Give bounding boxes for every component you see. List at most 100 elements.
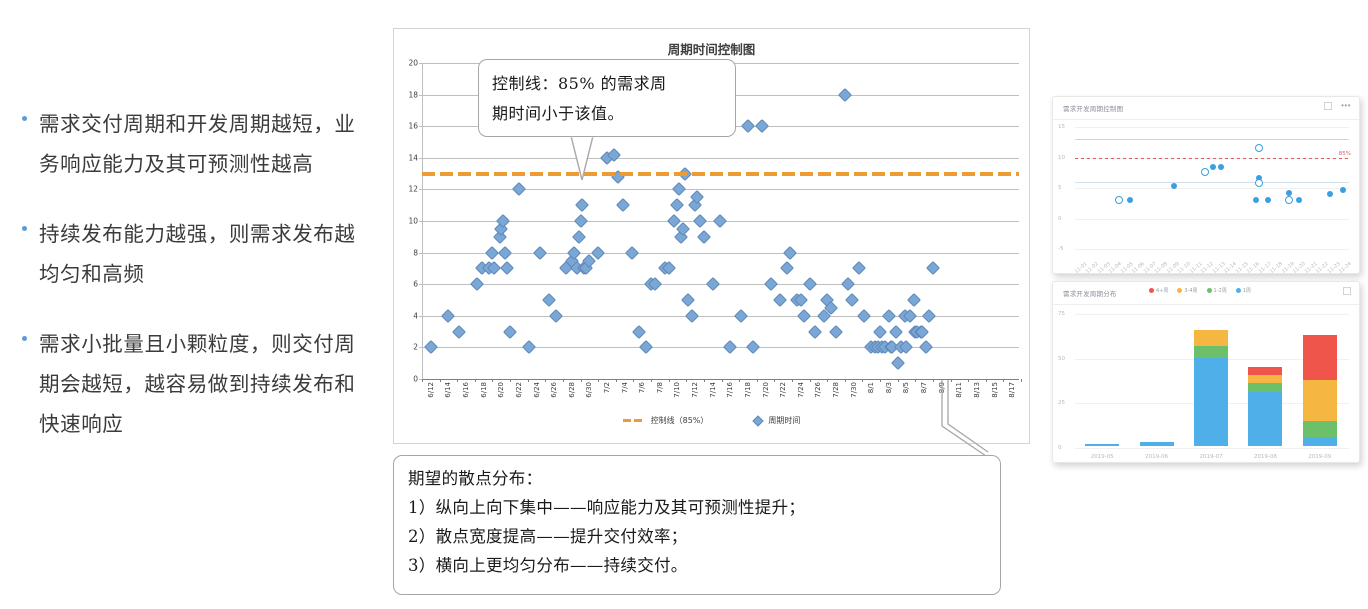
card-title: 需求开发周期分布 — [1063, 290, 1117, 298]
x-axis-tick: 2019-06 — [1145, 454, 1169, 460]
bar-segment — [1139, 442, 1174, 446]
bullet-text: 需求小批量且小颗粒度，则交付周期会越短，越容易做到持续发布和快速响应 — [39, 332, 356, 436]
x-axis-tick: 6/28 — [567, 382, 576, 398]
legend-dashed-line-icon — [622, 419, 645, 422]
y-axis-tick: 6 — [413, 279, 418, 289]
scatter-point — [497, 245, 512, 260]
y-tick-mark — [419, 379, 422, 380]
callout-line-1: 控制线：85% 的需求周 — [492, 74, 667, 93]
scatter-point — [772, 292, 787, 308]
scatter-point — [712, 213, 727, 229]
scatter-point — [754, 119, 770, 134]
scatter-point — [925, 261, 940, 276]
y-tick-mark — [419, 347, 422, 349]
scatter-point — [548, 308, 563, 323]
scatter-point — [575, 198, 590, 213]
gridline — [422, 379, 1019, 380]
scatter-point — [1327, 191, 1334, 198]
control-line — [1075, 157, 1349, 159]
x-axis-tick: 7/2 — [602, 382, 611, 394]
scatter-point — [1285, 189, 1292, 196]
card-header: 需求开发周期分布 4+周 3-4周 1-2周 1周 — [1053, 282, 1359, 305]
note-title: 期望的散点分布： — [408, 469, 543, 488]
scatter-point — [423, 340, 438, 355]
scatter-point — [888, 324, 903, 339]
x-tick-mark — [809, 379, 811, 382]
bullet-dot-icon — [22, 336, 27, 341]
x-axis-tick: 7/28 — [832, 382, 840, 398]
y-axis-tick: 0 — [1058, 445, 1062, 451]
note-item-3: 3）横向上更均匀分布——持续交付。 — [408, 556, 688, 575]
x-tick-mark — [862, 379, 864, 382]
bar-segment — [1248, 374, 1283, 384]
x-axis-tick: 2019-07 — [1199, 454, 1223, 460]
note-item-1: 1）纵向上向下集中——响应能力及其可预测性提升； — [408, 498, 806, 517]
x-axis-tick: 7/12 — [691, 382, 700, 398]
scatter-point — [541, 292, 556, 308]
note-item-2: 2）散点宽度提高——提升交付效率； — [408, 527, 688, 546]
upper-band-line — [1075, 139, 1349, 141]
bar-segment — [1248, 367, 1283, 375]
scatter-point — [522, 340, 537, 355]
x-tick-mark — [703, 379, 705, 382]
gridline — [422, 252, 1019, 254]
y-axis-tick: 50 — [1058, 355, 1065, 362]
more-options-icon[interactable]: ••• — [1341, 101, 1351, 110]
scatter-point — [441, 308, 456, 323]
y-axis-tick: 4 — [413, 311, 418, 321]
scatter-point — [469, 277, 484, 292]
x-axis-tick: 6/24 — [532, 382, 541, 398]
x-axis-tick: 7/6 — [638, 382, 647, 394]
bar-segment — [1194, 345, 1228, 359]
card-header: 需求开发周期控制图 ••• — [1053, 97, 1359, 120]
scatter-point — [1254, 179, 1263, 188]
control-line-callout: 控制线：85% 的需求周 期时间小于该值。 — [478, 59, 736, 137]
x-axis-tick: 6/30 — [585, 382, 594, 398]
lower-band-line — [1075, 181, 1349, 183]
y-axis-tick: 2 — [413, 342, 418, 352]
y-axis-tick: 10 — [408, 216, 418, 226]
gridline — [1075, 218, 1349, 220]
legend-item: 周期时间 — [752, 414, 800, 427]
expand-icon[interactable] — [1343, 287, 1351, 295]
gridline — [422, 189, 1019, 191]
legend-item[interactable]: 3-4周 — [1177, 287, 1198, 294]
x-tick-mark — [774, 379, 776, 382]
scatter-point — [922, 308, 937, 323]
x-axis-tick: 8/7 — [920, 382, 929, 394]
scatter-point — [851, 261, 866, 276]
scatter-point — [1255, 175, 1262, 182]
gridline — [1075, 127, 1349, 128]
gridline — [422, 284, 1019, 286]
x-tick-mark — [950, 379, 952, 382]
bar-segment — [1302, 379, 1337, 421]
x-tick-mark — [457, 379, 459, 382]
expand-icon[interactable] — [1324, 102, 1333, 110]
y-tick-mark — [419, 221, 422, 222]
legend-label: 1-2周 — [1213, 288, 1227, 294]
scatter-point — [783, 245, 798, 260]
x-axis-tick: 7/22 — [779, 382, 788, 398]
callout-pointer — [570, 136, 594, 180]
legend-item[interactable]: 1周 — [1235, 287, 1251, 294]
y-axis-tick: 25 — [1058, 400, 1065, 407]
legend-item[interactable]: 1-2周 — [1206, 287, 1227, 294]
x-tick-mark — [562, 379, 564, 382]
scatter-point — [1200, 168, 1209, 177]
y-axis-tick: 18 — [408, 90, 418, 100]
gridline — [1075, 448, 1349, 449]
y-tick-mark — [419, 252, 422, 254]
x-tick-mark — [686, 379, 688, 382]
expected-distribution-note: 期望的散点分布： 1）纵向上向下集中——响应能力及其可预测性提升； 2）散点宽度… — [393, 455, 1001, 595]
legend-item[interactable]: 4+周 — [1149, 287, 1168, 294]
bullet-text: 持续发布能力越强，则需求发布越均匀和高频 — [39, 222, 356, 286]
card-title: 需求开发周期控制图 — [1063, 105, 1124, 113]
scatter-point — [740, 119, 755, 134]
bar-segment — [1302, 335, 1337, 380]
bar-segment — [1085, 444, 1120, 446]
x-tick-mark — [827, 379, 829, 382]
x-axis-tick: 8/5 — [902, 382, 911, 394]
x-tick-mark — [668, 379, 670, 382]
x-tick-mark — [598, 379, 600, 382]
bullet-list: 需求交付周期和开发周期越短，业务响应能力及其可预测性越高 持续发布能力越强，则需求… — [14, 104, 364, 474]
